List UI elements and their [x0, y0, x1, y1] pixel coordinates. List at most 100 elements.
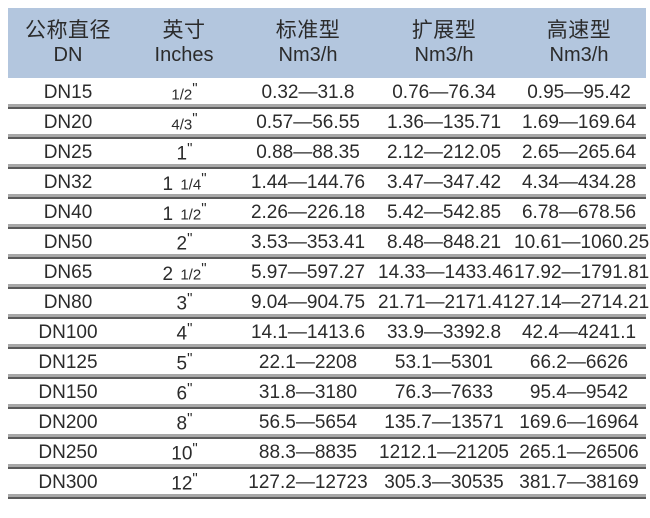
table-row: DN65 2 1/2" 5.97—597.27 14.33—1433.46 17.92—…	[8, 258, 649, 289]
cell-nominal-diameter: DN15	[8, 78, 128, 109]
inch-symbol: "	[201, 200, 206, 218]
cell-standard-type: 14.1—1413.6	[240, 318, 376, 349]
cell-standard-type: 0.32—31.8	[240, 78, 376, 109]
column-header-nominal-diameter: 公称直径 DN	[8, 8, 128, 78]
cell-inches: 4"	[128, 318, 240, 349]
inch-symbol: "	[187, 230, 192, 248]
column-header-standard-type: 标准型 Nm3/h	[240, 8, 376, 78]
cell-inches: 5"	[128, 348, 240, 379]
inch-value: 8	[176, 413, 188, 435]
cell-standard-type: 88.3—8835	[240, 438, 376, 469]
column-header-main-label: 公称直径	[25, 18, 111, 42]
cell-extended-type: 305.3—30535	[376, 468, 512, 499]
table-body: DN15 1/2" 0.32—31.8 0.76—76.34 0.95—95.42 DN2…	[8, 78, 649, 499]
table-row: DN250 10" 88.3—8835 1212.1—21205 265.1—26506	[8, 438, 646, 469]
cell-standard-type: 22.1—2208	[240, 348, 376, 379]
inch-value: 5	[176, 353, 188, 375]
inch-symbol: "	[201, 260, 206, 278]
table-row: DN150 6" 31.8—3180 76.3—7633 95.4—9542	[8, 378, 646, 409]
table-header: 公称直径 DN 英寸 Inches 标准型 Nm3/h 扩展型 Nm	[8, 8, 646, 78]
cell-extended-type: 21.71—2171.41	[376, 288, 513, 319]
cell-high-speed-type: 1.69—169.64	[512, 108, 646, 139]
column-header-sub-label: Nm3/h	[278, 43, 338, 66]
cell-nominal-diameter: DN300	[8, 468, 128, 499]
cell-extended-type: 2.12—212.05	[376, 138, 512, 169]
inch-fraction: 1/2	[180, 266, 202, 284]
cell-nominal-diameter: DN25	[8, 138, 128, 169]
table-row: DN40 1 1/2" 2.26—226.18 5.42—542.85 6.78—678…	[8, 198, 646, 229]
cell-extended-type: 5.42—542.85	[376, 198, 512, 229]
cell-standard-type: 56.5—5654	[240, 408, 376, 439]
cell-high-speed-type: 381.7—38169	[512, 468, 646, 499]
cell-high-speed-type: 10.61—1060.25	[512, 228, 649, 259]
inch-symbol: "	[187, 140, 192, 158]
cell-high-speed-type: 66.2—6626	[512, 348, 646, 379]
inch-symbol: "	[187, 320, 192, 338]
inch-symbol: "	[192, 440, 197, 458]
cell-inches: 1"	[128, 138, 240, 169]
table-row: DN300 12" 127.2—12723 305.3—30535 381.7—3816…	[8, 468, 646, 499]
cell-inches: 2 1/2"	[128, 258, 240, 289]
cell-standard-type: 9.04—904.75	[240, 288, 376, 319]
cell-inches: 12"	[128, 468, 240, 499]
inch-value: 12	[171, 473, 193, 495]
inch-whole-number: 1	[162, 173, 174, 195]
inch-symbol: "	[187, 380, 192, 398]
cell-standard-type: 5.97—597.27	[240, 258, 376, 289]
table-row: DN32 1 1/4" 1.44—144.76 3.47—347.42 4.34—434…	[8, 168, 646, 199]
inch-fraction: 1/2	[180, 206, 202, 224]
cell-inches: 8"	[128, 408, 240, 439]
cell-high-speed-type: 27.14—2714.21	[512, 288, 649, 319]
cell-high-speed-type: 0.95—95.42	[512, 78, 646, 109]
cell-extended-type: 135.7—13571	[376, 408, 512, 439]
cell-inches: 4/3"	[128, 108, 240, 139]
table-row: DN20 4/3" 0.57—56.55 1.36—135.71 1.69—169.64	[8, 108, 646, 139]
column-header-high-speed-type: 高速型 Nm3/h	[512, 8, 646, 78]
inch-fraction: 4/3	[171, 116, 193, 134]
cell-nominal-diameter: DN50	[8, 228, 128, 259]
cell-extended-type: 53.1—5301	[376, 348, 512, 379]
table-row: DN100 4" 14.1—1413.6 33.9—3392.8 42.4—4241.1	[8, 318, 646, 349]
inch-symbol: "	[187, 290, 192, 308]
inch-fraction: 1/2	[171, 86, 193, 104]
inch-symbol: "	[192, 79, 197, 97]
flow-capacity-specification-table: 公称直径 DN 英寸 Inches 标准型 Nm3/h 扩展型 Nm	[8, 8, 649, 499]
cell-inches: 1 1/2"	[128, 198, 240, 229]
column-header-sub-label: DN	[53, 43, 83, 66]
cell-inches: 10"	[128, 438, 240, 469]
cell-high-speed-type: 169.6—16964	[512, 408, 646, 439]
cell-nominal-diameter: DN65	[8, 258, 128, 289]
cell-extended-type: 33.9—3392.8	[376, 318, 512, 349]
inch-value: 10	[171, 443, 193, 465]
cell-extended-type: 3.47—347.42	[376, 168, 512, 199]
cell-high-speed-type: 265.1—26506	[512, 438, 646, 469]
inch-symbol: "	[187, 350, 192, 368]
inch-value: 3	[176, 293, 188, 315]
inch-symbol: "	[187, 410, 192, 428]
column-header-sub-label: Inches	[154, 43, 214, 66]
table-row: DN25 1" 0.88—88.35 2.12—212.05 2.65—265.64	[8, 138, 646, 169]
cell-inches: 1 1/4"	[128, 168, 240, 199]
table-row: DN200 8" 56.5—5654 135.7—13571 169.6—16964	[8, 408, 646, 439]
table-row: DN15 1/2" 0.32—31.8 0.76—76.34 0.95—95.42	[8, 78, 646, 109]
column-header-main-label: 英寸	[162, 18, 206, 42]
cell-nominal-diameter: DN32	[8, 168, 128, 199]
cell-extended-type: 14.33—1433.46	[376, 258, 513, 289]
inch-whole-number: 1	[162, 203, 174, 225]
inch-symbol: "	[192, 470, 197, 488]
cell-standard-type: 3.53—353.41	[240, 228, 376, 259]
cell-high-speed-type: 4.34—434.28	[512, 168, 646, 199]
inch-value: 1	[176, 143, 188, 165]
inch-value: 4	[176, 323, 188, 345]
cell-extended-type: 8.48—848.21	[376, 228, 512, 259]
cell-nominal-diameter: DN20	[8, 108, 128, 139]
column-header-main-label: 扩展型	[411, 18, 477, 42]
inch-whole-number: 2	[162, 263, 174, 285]
cell-high-speed-type: 6.78—678.56	[512, 198, 646, 229]
cell-nominal-diameter: DN200	[8, 408, 128, 439]
cell-nominal-diameter: DN100	[8, 318, 128, 349]
column-header-sub-label: Nm3/h	[414, 43, 474, 66]
cell-standard-type: 0.88—88.35	[240, 138, 376, 169]
cell-standard-type: 2.26—226.18	[240, 198, 376, 229]
cell-nominal-diameter: DN80	[8, 288, 128, 319]
